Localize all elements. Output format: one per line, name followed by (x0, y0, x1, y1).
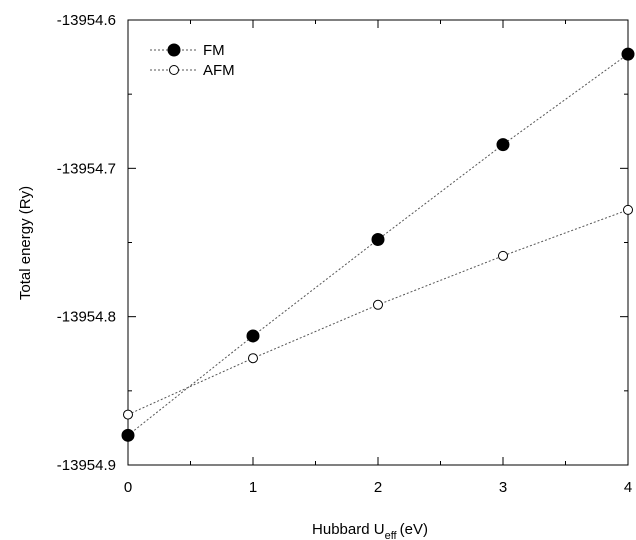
axis-ticks (127, 19, 629, 466)
y-tick-label: -13954.7 (57, 160, 116, 177)
x-tick-label: 1 (249, 479, 257, 496)
x-axis-title: Hubbard Ueff (eV) (312, 521, 428, 540)
x-axis-title-unit: (eV) (400, 521, 428, 538)
data-point-fm (496, 138, 510, 152)
legend: FM AFM (150, 42, 235, 79)
data-point-afm (373, 299, 383, 310)
x-tick-label: 0 (124, 479, 132, 496)
x-tick-label: 4 (624, 479, 632, 496)
legend-label-afm: AFM (203, 62, 235, 79)
data-point-fm (621, 47, 635, 61)
data-point-afm (498, 250, 508, 261)
data-point-fm (246, 329, 260, 343)
x-axis-title-subscript: eff (385, 530, 398, 540)
x-axis-title-main: Hubbard U (312, 521, 385, 538)
y-tick-label: -13954.6 (57, 12, 116, 29)
x-tick-label: 3 (499, 479, 507, 496)
y-axis-title: Total energy (Ry) (17, 186, 34, 300)
data-point-fm (371, 233, 385, 247)
data-point-afm (123, 409, 133, 420)
data-point-fm (121, 428, 135, 442)
series-points (121, 47, 635, 442)
axis-tick-labels: 0 1 2 3 4 -13954.6 -13954.7 -13954.8 -13954.9 (57, 12, 632, 496)
x-tick-label: 2 (374, 479, 382, 496)
y-tick-label: -13954.9 (57, 457, 116, 474)
legend-marker-afm (169, 65, 179, 75)
legend-label-fm: FM (203, 42, 225, 59)
data-point-afm (248, 353, 258, 364)
legend-marker-fm (167, 43, 181, 57)
y-tick-label: -13954.8 (57, 309, 116, 326)
data-point-afm (623, 204, 633, 215)
